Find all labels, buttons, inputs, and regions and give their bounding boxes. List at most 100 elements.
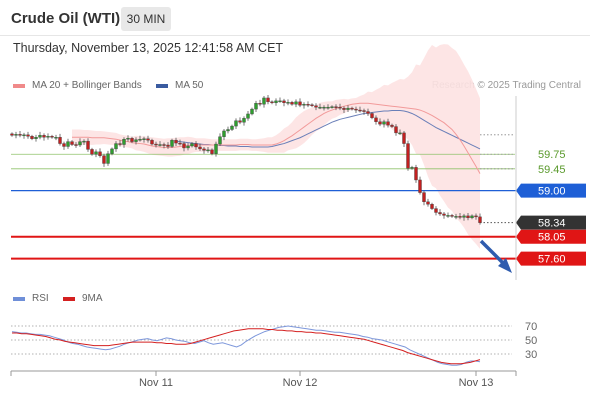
candle-body: [62, 143, 66, 147]
legend-label-9ma: 9MA: [82, 293, 103, 304]
candle-body: [10, 133, 14, 136]
candle-body: [354, 108, 358, 111]
candle-body: [250, 108, 254, 115]
candle-body: [438, 212, 442, 215]
candle-body: [186, 145, 190, 149]
bollinger-band: [72, 44, 480, 249]
candle-body: [90, 149, 94, 155]
candle-body: [302, 104, 306, 106]
candle-body: [118, 143, 122, 145]
candle-body: [310, 104, 314, 106]
candle-body: [278, 100, 282, 103]
candle-body: [158, 144, 162, 146]
candle-body: [326, 106, 330, 109]
candle-body: [54, 137, 58, 139]
candle-body: [222, 130, 226, 137]
candle-body: [234, 120, 238, 127]
candle-body: [194, 143, 198, 148]
legend-ma50: MA 50: [156, 80, 203, 91]
candle-body: [330, 106, 334, 108]
candle-body: [290, 102, 294, 105]
candle-body: [74, 144, 78, 146]
candle-body: [286, 102, 290, 104]
level-tag: [516, 251, 586, 266]
candle-body: [370, 113, 374, 119]
candle-body: [342, 107, 346, 110]
candle-body: [398, 132, 402, 135]
candle-body: [422, 192, 426, 203]
candle-body: [362, 110, 366, 112]
candle-body: [350, 107, 354, 110]
candle-body: [58, 137, 62, 144]
candle-body: [378, 121, 382, 125]
instrument-title: Crude Oil (WTI): [11, 10, 121, 27]
candle-body: [66, 141, 70, 147]
level-tag: [516, 229, 586, 244]
legend-swatch-rsi: [13, 296, 25, 301]
level-label: 58.05: [538, 232, 566, 244]
candle-body: [246, 113, 250, 119]
candle-body: [394, 126, 398, 134]
candle-body: [218, 136, 222, 145]
legend-label-ma50: MA 50: [175, 80, 204, 91]
candle-body: [242, 118, 246, 123]
candle-body: [86, 140, 90, 150]
candle-body: [122, 138, 126, 145]
candle-body: [426, 201, 430, 205]
candle-body: [238, 120, 242, 123]
forecast-arrow-head: [498, 258, 512, 273]
candle-body: [454, 216, 458, 218]
candle-body: [142, 138, 146, 140]
candle-body: [50, 136, 54, 138]
candle-body: [110, 148, 114, 154]
candle-body: [366, 111, 370, 114]
timeframe-button[interactable]: 30 MIN: [121, 7, 171, 31]
candle-body: [106, 153, 110, 164]
x-tick-label: Nov 11: [139, 377, 173, 389]
candle-body: [230, 125, 234, 130]
candle-body: [226, 129, 230, 132]
candle-body: [130, 138, 134, 142]
rsi-ma9-line: [12, 328, 481, 365]
candle-body: [434, 208, 438, 213]
candle-body: [202, 148, 206, 151]
candle-body: [126, 138, 130, 140]
level-label: 59.75: [538, 149, 566, 161]
x-tick-label: Nov 13: [459, 377, 494, 389]
candle-body: [46, 136, 50, 138]
candle-body: [150, 139, 154, 145]
legend-rsi: RSI: [13, 293, 49, 304]
candle-body: [154, 143, 158, 146]
candle-body: [182, 143, 186, 149]
candle-body: [26, 134, 30, 137]
candle-body: [382, 121, 386, 125]
candle-body: [466, 215, 470, 219]
legend-swatch-9ma: [63, 296, 75, 301]
candle-body: [294, 101, 298, 105]
candle-body: [266, 97, 270, 103]
candle-body: [18, 134, 22, 136]
candle-body: [102, 155, 106, 164]
candle-body: [138, 138, 142, 141]
candle-body: [206, 149, 210, 152]
candle-body: [210, 149, 214, 154]
candle-body: [94, 151, 98, 155]
candle-body: [78, 141, 82, 146]
candle-body: [462, 215, 466, 218]
candle-body: [274, 100, 278, 103]
candle-body: [322, 106, 326, 109]
candle-body: [22, 134, 26, 137]
candle-body: [82, 140, 86, 143]
candle-body: [450, 215, 454, 217]
level-label: 59.00: [538, 186, 566, 198]
candle-body: [298, 101, 302, 106]
level-label: 59.45: [538, 164, 566, 176]
candle-body: [390, 124, 394, 127]
candle-body: [170, 139, 174, 147]
top-bar: Crude Oil (WTI) 30 MIN: [0, 0, 590, 36]
credit-text: Research © 2025 Trading Central: [431, 80, 581, 91]
legend-bollinger: MA 20 + Bollinger Bands: [13, 80, 142, 91]
candle-body: [162, 144, 166, 146]
candle-body: [314, 105, 318, 108]
